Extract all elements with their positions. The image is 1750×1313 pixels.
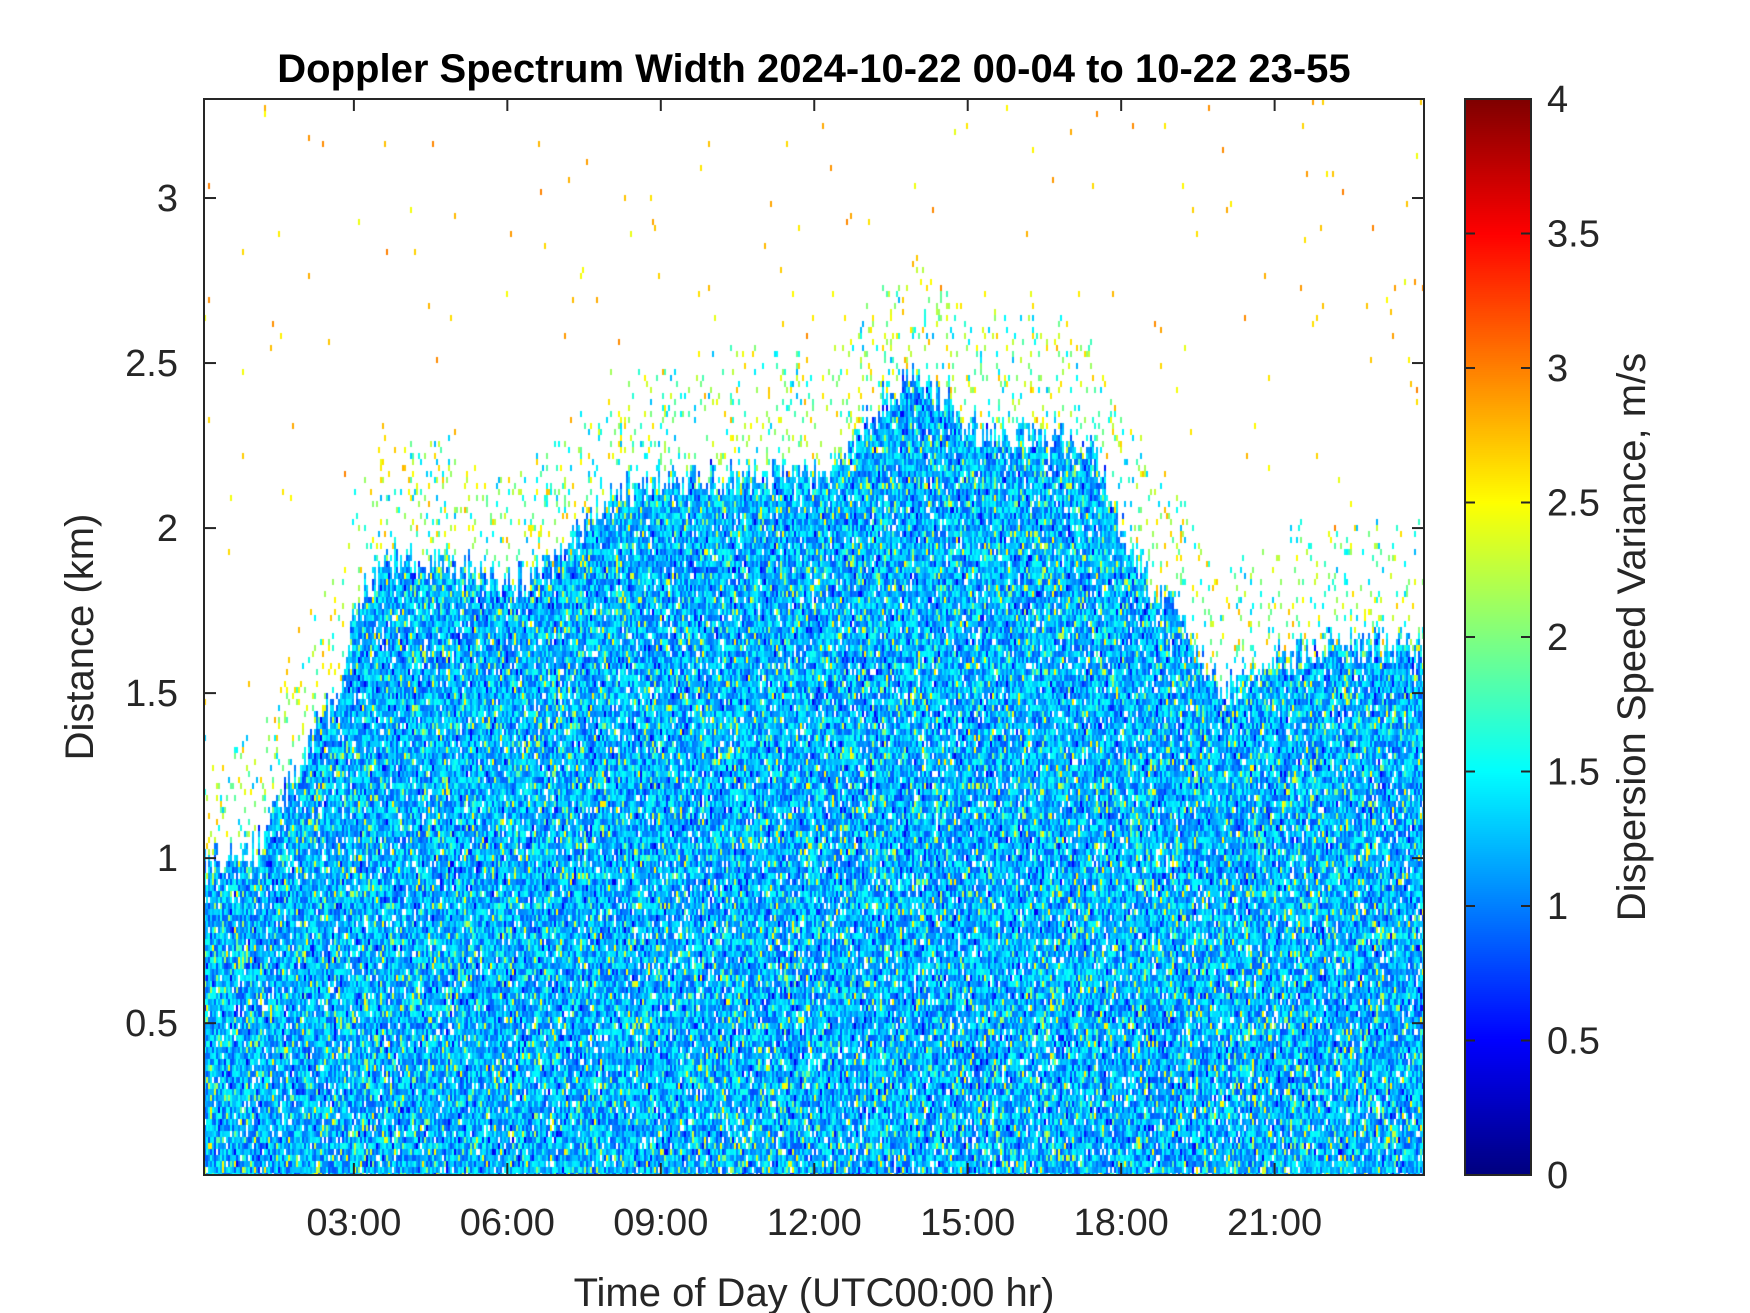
x-tick-label: 06:00 xyxy=(460,1202,555,1244)
y-tick-label: 2.5 xyxy=(125,343,178,385)
x-tick-label: 15:00 xyxy=(920,1202,1015,1244)
colorbar-tick-label: 0.5 xyxy=(1547,1021,1600,1063)
x-tick-label: 03:00 xyxy=(306,1202,401,1244)
colorbar-tick-label: 3.5 xyxy=(1547,214,1600,256)
y-axis-label: Distance (km) xyxy=(58,514,102,761)
plot-frame xyxy=(203,98,1425,1176)
y-tick-label: 1 xyxy=(157,838,178,880)
chart-title: Doppler Spectrum Width 2024-10-22 00-04 … xyxy=(277,47,1350,91)
colorbar-label: Dispersion Speed Variance, m/s xyxy=(1610,353,1654,921)
x-axis: 03:00 06:00 09:00 12:00 15:00 18:00 21:00 xyxy=(306,99,1322,1244)
colorbar-tick-label: 2 xyxy=(1547,617,1568,659)
colorbar-tick-label: 1 xyxy=(1547,886,1568,928)
colorbar-tick-label: 4 xyxy=(1547,79,1568,121)
y-tick-label: 0.5 xyxy=(125,1003,178,1045)
colorbar-tick-label: 0 xyxy=(1547,1155,1568,1197)
colorbar-tick-label: 2.5 xyxy=(1547,483,1600,525)
x-tick-label: 09:00 xyxy=(613,1202,708,1244)
x-tick-label: 21:00 xyxy=(1227,1202,1322,1244)
heatmap-image xyxy=(204,99,1424,1175)
y-tick-label: 1.5 xyxy=(125,673,178,715)
y-axis: 0.5 1 1.5 2 2.5 3 xyxy=(125,178,1424,1045)
x-tick-label: 12:00 xyxy=(767,1202,862,1244)
colorbar-axis: 0 0.5 1 1.5 2 2.5 3 3.5 4 xyxy=(1465,79,1600,1197)
colorbar-tick-label: 3 xyxy=(1547,348,1568,390)
y-tick-label: 3 xyxy=(157,178,178,220)
x-tick-label: 18:00 xyxy=(1074,1202,1169,1244)
y-tick-label: 2 xyxy=(157,508,178,550)
colorbar-tick-label: 1.5 xyxy=(1547,752,1600,794)
colorbar-image xyxy=(1465,99,1531,1175)
x-axis-label: Time of Day (UTC00:00 hr) xyxy=(574,1271,1055,1313)
